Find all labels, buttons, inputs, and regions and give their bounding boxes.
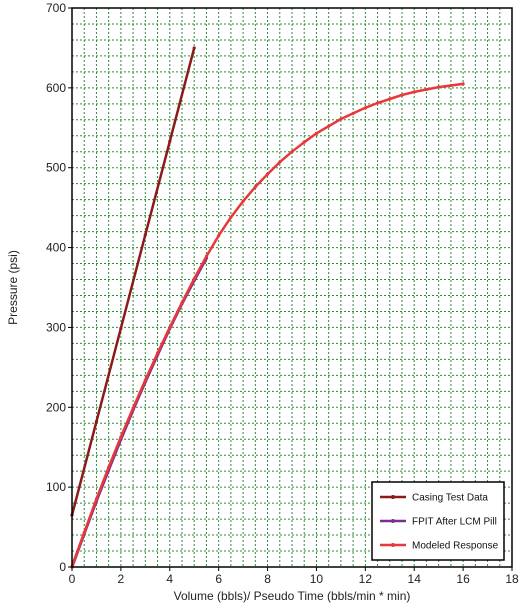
data-point (400, 93, 404, 97)
y-axis-label: Pressure (psi) (6, 250, 20, 325)
data-point (168, 139, 172, 143)
x-tick-label: 6 (215, 572, 222, 586)
x-tick-label: 2 (118, 572, 125, 586)
grid (71, 7, 513, 568)
y-tick-label: 300 (46, 320, 66, 334)
legend: Casing Test Data FPIT After LCM Pill Model… (371, 481, 505, 561)
y-tick-label: 400 (46, 241, 66, 255)
series-lines (70, 46, 465, 569)
data-point (143, 233, 147, 237)
y-tick-label: 0 (59, 560, 66, 574)
data-point (204, 254, 209, 258)
data-point (192, 277, 196, 281)
x-tick-label: 16 (456, 572, 470, 586)
data-point (449, 83, 453, 88)
y-tick-label: 700 (46, 1, 66, 15)
x-tick-label: 0 (69, 572, 76, 586)
data-point (363, 106, 367, 110)
x-axis-ticks: 0 2 4 6 8 10 12 14 16 18 (69, 567, 519, 586)
data-point (388, 97, 392, 101)
data-point (217, 233, 221, 238)
data-point (107, 465, 111, 469)
data-point (302, 140, 306, 144)
data-point (314, 131, 319, 135)
data-point (375, 101, 380, 105)
y-tick-label: 600 (46, 81, 66, 95)
data-point (241, 199, 245, 203)
plot-frame (71, 7, 513, 568)
x-tick-label: 18 (505, 572, 519, 586)
legend-label: Casing Test Data (412, 493, 488, 504)
x-axis-label: Volume (bbls)/ Pseudo Time (bbls/min * m… (174, 589, 411, 603)
data-point (131, 406, 135, 410)
legend-marker (391, 543, 395, 547)
x-tick-label: 10 (310, 572, 324, 586)
data-point (437, 85, 441, 89)
data-point (94, 497, 99, 501)
data-point (180, 301, 184, 305)
data-point (339, 117, 343, 121)
data-point (253, 185, 257, 189)
data-point (278, 160, 282, 164)
legend-label: Modeled Response (412, 541, 499, 552)
legend-marker (391, 519, 395, 523)
data-point (412, 90, 416, 94)
data-point (229, 215, 233, 219)
legend-label: FPIT After LCM Pill (412, 517, 497, 528)
data-point (82, 531, 86, 535)
data-point (265, 172, 270, 176)
y-tick-label: 100 (46, 480, 66, 494)
x-tick-label: 8 (264, 572, 271, 586)
data-point (143, 378, 147, 382)
data-point (327, 124, 331, 128)
x-tick-label: 4 (166, 572, 173, 586)
y-axis-ticks: 0 100 200 300 400 500 600 700 (46, 1, 72, 574)
data-point (168, 325, 172, 330)
x-tick-label: 14 (408, 572, 422, 586)
data-point (192, 46, 196, 50)
y-tick-label: 500 (46, 161, 66, 175)
data-point (461, 82, 465, 86)
data-point (351, 111, 355, 116)
series-line-1 (70, 46, 196, 517)
data-point (290, 150, 294, 154)
data-point (119, 326, 123, 330)
data-point (119, 435, 123, 439)
data-point (424, 87, 429, 92)
legend-marker (391, 495, 395, 499)
data-point (94, 420, 99, 424)
data-point (155, 351, 160, 355)
x-tick-label: 12 (359, 572, 373, 586)
y-tick-label: 200 (46, 400, 66, 414)
